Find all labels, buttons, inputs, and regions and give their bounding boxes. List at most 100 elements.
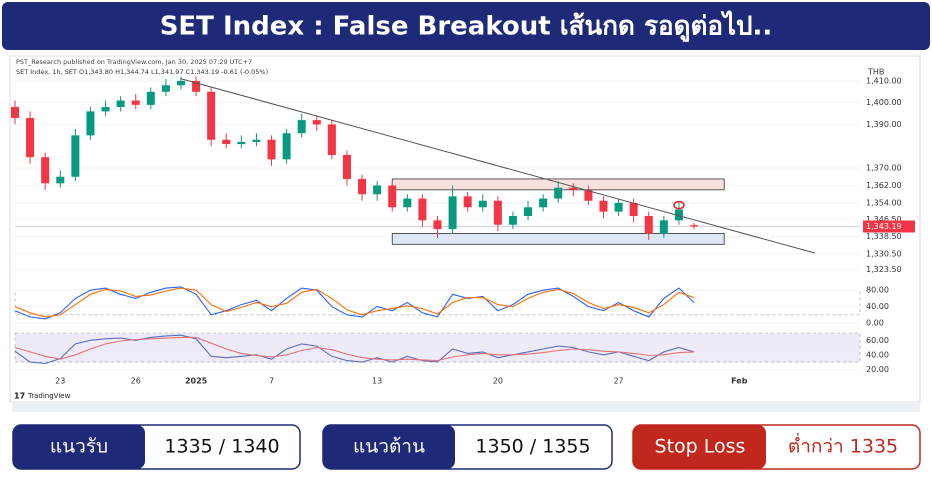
title: SET Index : False Breakout เส้นกด รอดูต่…	[160, 10, 773, 43]
candle-body	[554, 187, 563, 199]
candle-body	[493, 200, 502, 225]
candle-body	[161, 85, 170, 92]
last-price-label: 1,343.19	[866, 222, 902, 231]
candle-body	[690, 225, 699, 227]
candle-body	[403, 198, 412, 208]
level-label-box	[323, 425, 455, 469]
candle-body	[297, 120, 306, 134]
candle-body	[418, 198, 427, 221]
candle-body	[448, 196, 457, 230]
y-tick-label: 0.00	[866, 319, 884, 328]
x-tick-label: 2025	[185, 377, 208, 386]
marker	[673, 200, 685, 210]
x-tick-label: 26	[131, 377, 141, 386]
level-value: 1335 / 1340	[164, 436, 279, 458]
candle-body	[41, 157, 50, 184]
candle-body	[192, 80, 201, 92]
candle-body	[146, 91, 155, 105]
y-tick-label: 1,370.00	[866, 164, 902, 173]
candle-body	[644, 215, 653, 234]
y-tick-label: 1,338.50	[866, 232, 902, 241]
candle-body	[629, 202, 638, 216]
level-value: ต่ำกว่า 1335	[788, 433, 898, 458]
y-tick-label: 1,400.00	[866, 98, 902, 107]
candle-body	[237, 141, 246, 145]
y-tick-label: 60.00	[866, 336, 889, 345]
x-tick-label: 23	[55, 377, 65, 386]
brand-logo: 17	[14, 392, 25, 401]
trendline	[180, 78, 815, 254]
candle-body	[599, 200, 608, 212]
level-value: 1350 / 1355	[475, 436, 590, 458]
candle-body	[252, 139, 261, 142]
last-price-box	[863, 220, 915, 233]
candle-body	[26, 117, 35, 158]
x-tick-label: 13	[372, 377, 382, 386]
candle-body	[463, 196, 472, 208]
level-label: Stop Loss	[655, 436, 746, 458]
chart-subtitle: PST_Research published on TradingView.co…	[16, 58, 252, 66]
candle-body	[327, 124, 336, 155]
candle-body	[478, 200, 487, 208]
candle-body	[524, 207, 533, 216]
series-line	[14, 336, 695, 362]
x-tick-label: Feb	[731, 377, 748, 386]
level-resistance: แนวต้าน 1350 / 1355	[322, 424, 613, 470]
y-tick-label: 1,362.00	[866, 181, 902, 190]
x-tick-label: 7	[269, 377, 274, 386]
candle-body	[267, 139, 276, 160]
candle-body	[56, 176, 65, 184]
candle-body	[373, 185, 382, 195]
candle-body	[584, 189, 593, 201]
candle-body	[659, 220, 668, 234]
candle-body	[86, 111, 95, 136]
y-tick-label: 1,390.00	[866, 120, 902, 129]
x-tick-label: 27	[613, 377, 623, 386]
y-tick-label: 40.00	[866, 302, 889, 311]
series-line	[14, 287, 695, 318]
candle-body	[131, 100, 140, 105]
candle-body	[11, 107, 19, 118]
series-line	[14, 286, 695, 320]
candle-body	[207, 91, 216, 140]
candle-body	[388, 185, 397, 208]
x-tick-label: 20	[493, 377, 503, 386]
candle-body	[358, 178, 367, 195]
candle-body	[569, 187, 578, 190]
y-tick-label: 20.00	[866, 365, 889, 374]
candle-body	[433, 220, 442, 230]
candle-body	[282, 133, 291, 160]
level-support: แนวรับ 1335 / 1340	[12, 424, 301, 470]
scrollbar	[12, 403, 920, 412]
candle-body	[539, 198, 548, 208]
level-label-box	[13, 425, 145, 469]
candle-body	[342, 154, 351, 179]
level-label: แนวต้าน	[353, 436, 425, 458]
band	[14, 332, 861, 363]
level-label: แนวรับ	[50, 436, 108, 458]
candle-body	[674, 209, 683, 221]
y-label: THB	[867, 68, 884, 77]
level-stop-loss: Stop Loss ต่ำกว่า 1335	[632, 424, 921, 470]
candle-body	[508, 215, 517, 225]
level-label-box	[633, 425, 766, 469]
y-tick-label: 1,330.50	[866, 250, 902, 259]
y-tick-label: 40.00	[866, 350, 889, 359]
y-tick-label: 1,323.50	[866, 265, 902, 274]
candle-body	[312, 120, 321, 125]
y-tick-label: 80.00	[866, 286, 889, 295]
candle-body	[222, 139, 231, 145]
candle-body	[116, 100, 125, 108]
candle-body	[614, 202, 623, 212]
brand: TradingView	[27, 392, 71, 400]
candle-body	[176, 80, 185, 86]
y-tick-label: 1,346.50	[866, 215, 902, 224]
y-tick-label: 1,354.00	[866, 198, 902, 207]
chart-title: SET Index, 1h, SET O1,343.80 H1,344.74 L…	[16, 68, 268, 76]
candle-body	[101, 107, 110, 112]
zone	[391, 233, 725, 245]
candle-body	[71, 135, 80, 177]
y-tick-label: 1,410.00	[866, 76, 902, 85]
header-bar	[2, 2, 930, 50]
